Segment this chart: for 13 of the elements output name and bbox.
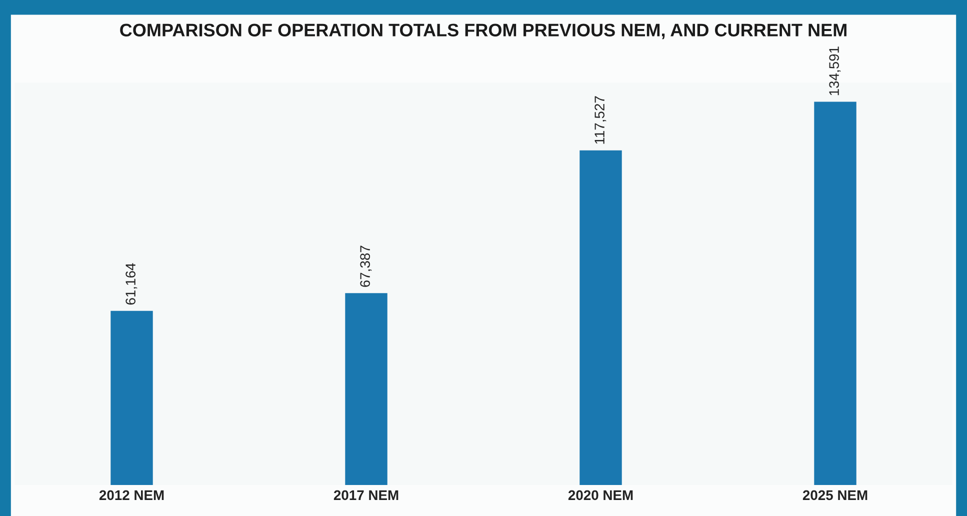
chart-title: COMPARISON OF OPERATION TOTALS FROM PREVIOUS NEM, AND CURRENT NEM	[120, 24, 846, 40]
x-tick-label: 2020 NEM	[568, 490, 633, 500]
bar	[814, 102, 856, 486]
x-tick-label: 2012 NEM	[99, 490, 164, 500]
data-label: 117,527	[594, 96, 606, 144]
x-tick-label: 2017 NEM	[334, 490, 398, 500]
data-label: 134,591	[829, 46, 841, 96]
bar	[110, 310, 153, 486]
data-label: 67,387	[360, 246, 372, 287]
bar	[580, 150, 622, 486]
x-tick-label: 2025 NEM	[802, 490, 868, 500]
bar	[345, 293, 388, 486]
data-label: 61,164	[126, 263, 138, 305]
